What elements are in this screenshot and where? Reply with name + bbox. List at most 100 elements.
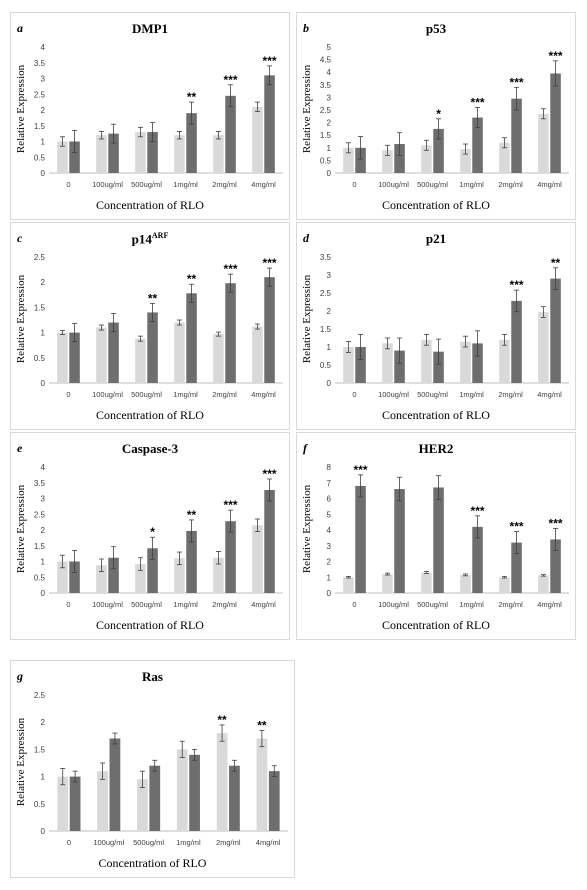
bar-treated xyxy=(394,489,405,593)
significance-marker: *** xyxy=(471,504,485,518)
chart-panel-b: b p53 Concentration of RLO Relative Express… xyxy=(296,12,576,220)
chart-panel-a: a DMP1 Concentration of RLO Relative Expres… xyxy=(10,12,290,220)
chart-title: Caspase-3 xyxy=(11,441,289,457)
error-bar xyxy=(514,531,520,555)
error-bar xyxy=(72,130,78,153)
error-bar xyxy=(384,572,390,576)
x-tick-label: 100ug/ml xyxy=(378,600,409,609)
error-bar xyxy=(475,107,481,129)
chart-svg: 0 1 2 3 4 5 6 7 8 0 *** 100ug/ml 500ug/ml 1mg/ml *** 2m… xyxy=(327,463,569,609)
y-tick-label: 4 xyxy=(327,68,332,77)
bar-treated xyxy=(355,347,366,383)
y-tick-label: 0 xyxy=(327,169,332,178)
bar-control xyxy=(174,558,185,593)
y-tick-label: 0 xyxy=(41,169,46,178)
bar-control xyxy=(135,132,146,173)
bar-control xyxy=(96,135,107,173)
bar-treated xyxy=(186,530,197,593)
y-tick-label: 1.5 xyxy=(34,542,46,551)
error-bar xyxy=(436,118,442,140)
bar-control xyxy=(213,334,224,383)
significance-marker: *** xyxy=(510,75,524,89)
y-tick-label: 4 xyxy=(41,43,46,52)
x-tick-label: 4mg/ml xyxy=(251,600,276,609)
y-tick-label: 0 xyxy=(41,379,46,388)
bar-treated xyxy=(69,332,80,383)
error-bar xyxy=(215,551,221,565)
bar-treated xyxy=(394,144,405,173)
error-bar xyxy=(267,65,273,86)
bar-treated xyxy=(69,776,81,831)
error-bar xyxy=(111,313,117,332)
chart-svg: 0 0.5 1 1.5 2 2.5 3 3.5 4 0 100ug/ml 500ug/ml * 1mg/m… xyxy=(34,463,283,609)
chart-svg: 0 0.5 1 1.5 2 2.5 0 100ug/ml 500ug/ml 1mg/ml 2mg/m… xyxy=(34,691,288,847)
x-tick-label: 4mg/ml xyxy=(256,838,281,847)
error-bar xyxy=(192,749,198,761)
x-tick-label: 100ug/ml xyxy=(93,838,124,847)
error-bar xyxy=(215,131,221,140)
x-tick-label: 1mg/ml xyxy=(173,180,198,189)
error-bar xyxy=(540,306,546,318)
bar-control xyxy=(135,338,146,383)
y-tick-label: 1 xyxy=(327,573,332,582)
bar-control xyxy=(96,327,107,383)
bar-treated xyxy=(69,141,80,173)
bar-treated xyxy=(550,73,561,173)
y-tick-label: 4.5 xyxy=(320,56,332,65)
error-bar xyxy=(397,132,403,156)
y-tick-label: 2.5 xyxy=(34,90,46,99)
bar-treated xyxy=(472,117,483,173)
error-bar xyxy=(59,330,65,336)
x-tick-label: 2mg/ml xyxy=(498,600,523,609)
y-tick-label: 4 xyxy=(41,463,46,472)
x-axis-label: Concentration of RLO xyxy=(382,618,490,632)
bar-treated xyxy=(189,754,200,831)
x-tick-label: 500ug/ml xyxy=(131,390,162,399)
bar-control xyxy=(174,322,185,383)
bar-treated xyxy=(149,765,161,831)
bar-control xyxy=(538,113,549,173)
bar-control xyxy=(460,574,471,593)
significance-marker: *** xyxy=(354,463,368,477)
error-bar xyxy=(150,122,156,142)
y-tick-label: 1 xyxy=(41,138,46,147)
error-bar xyxy=(475,515,481,539)
chart-panel-g: g Ras Concentration of RLO Relative Express… xyxy=(10,660,295,878)
bar-treated xyxy=(225,521,236,593)
error-bar xyxy=(59,136,65,147)
error-bar xyxy=(267,478,273,502)
y-tick-label: 2.5 xyxy=(34,510,46,519)
bar-treated xyxy=(511,98,522,173)
bar-treated xyxy=(433,351,444,383)
y-tick-label: 3.5 xyxy=(320,253,332,262)
y-tick-label: 1.5 xyxy=(320,325,332,334)
x-tick-label: 2mg/ml xyxy=(216,838,241,847)
x-axis-label: Concentration of RLO xyxy=(382,198,490,212)
bar-treated xyxy=(108,557,119,593)
panel-letter: b xyxy=(303,21,309,35)
bar-control xyxy=(135,564,146,593)
error-bar xyxy=(540,108,546,120)
y-tick-label: 0 xyxy=(41,827,46,836)
x-tick-label: 1mg/ml xyxy=(173,600,198,609)
error-bar xyxy=(254,323,260,330)
panel-letter: c xyxy=(17,231,23,245)
bar-treated xyxy=(264,75,275,173)
chart-panel-f: f HER2 Concentration of RLO Relative Expres… xyxy=(296,432,576,640)
error-bar xyxy=(553,528,559,551)
error-bar xyxy=(462,143,468,155)
x-tick-label: 2mg/ml xyxy=(212,600,237,609)
panel-letter: g xyxy=(17,669,23,683)
bar-control xyxy=(343,577,354,593)
bar-treated xyxy=(433,128,444,173)
error-bar xyxy=(72,550,78,573)
bar-control xyxy=(252,106,263,173)
bar-treated xyxy=(472,343,483,383)
x-tick-label: 0 xyxy=(66,600,70,609)
significance-marker: *** xyxy=(263,54,277,68)
bar-control xyxy=(57,776,69,831)
panel-letter: d xyxy=(303,231,309,245)
y-tick-label: 3 xyxy=(327,542,332,551)
error-bar xyxy=(514,289,520,313)
error-bar xyxy=(254,101,260,112)
